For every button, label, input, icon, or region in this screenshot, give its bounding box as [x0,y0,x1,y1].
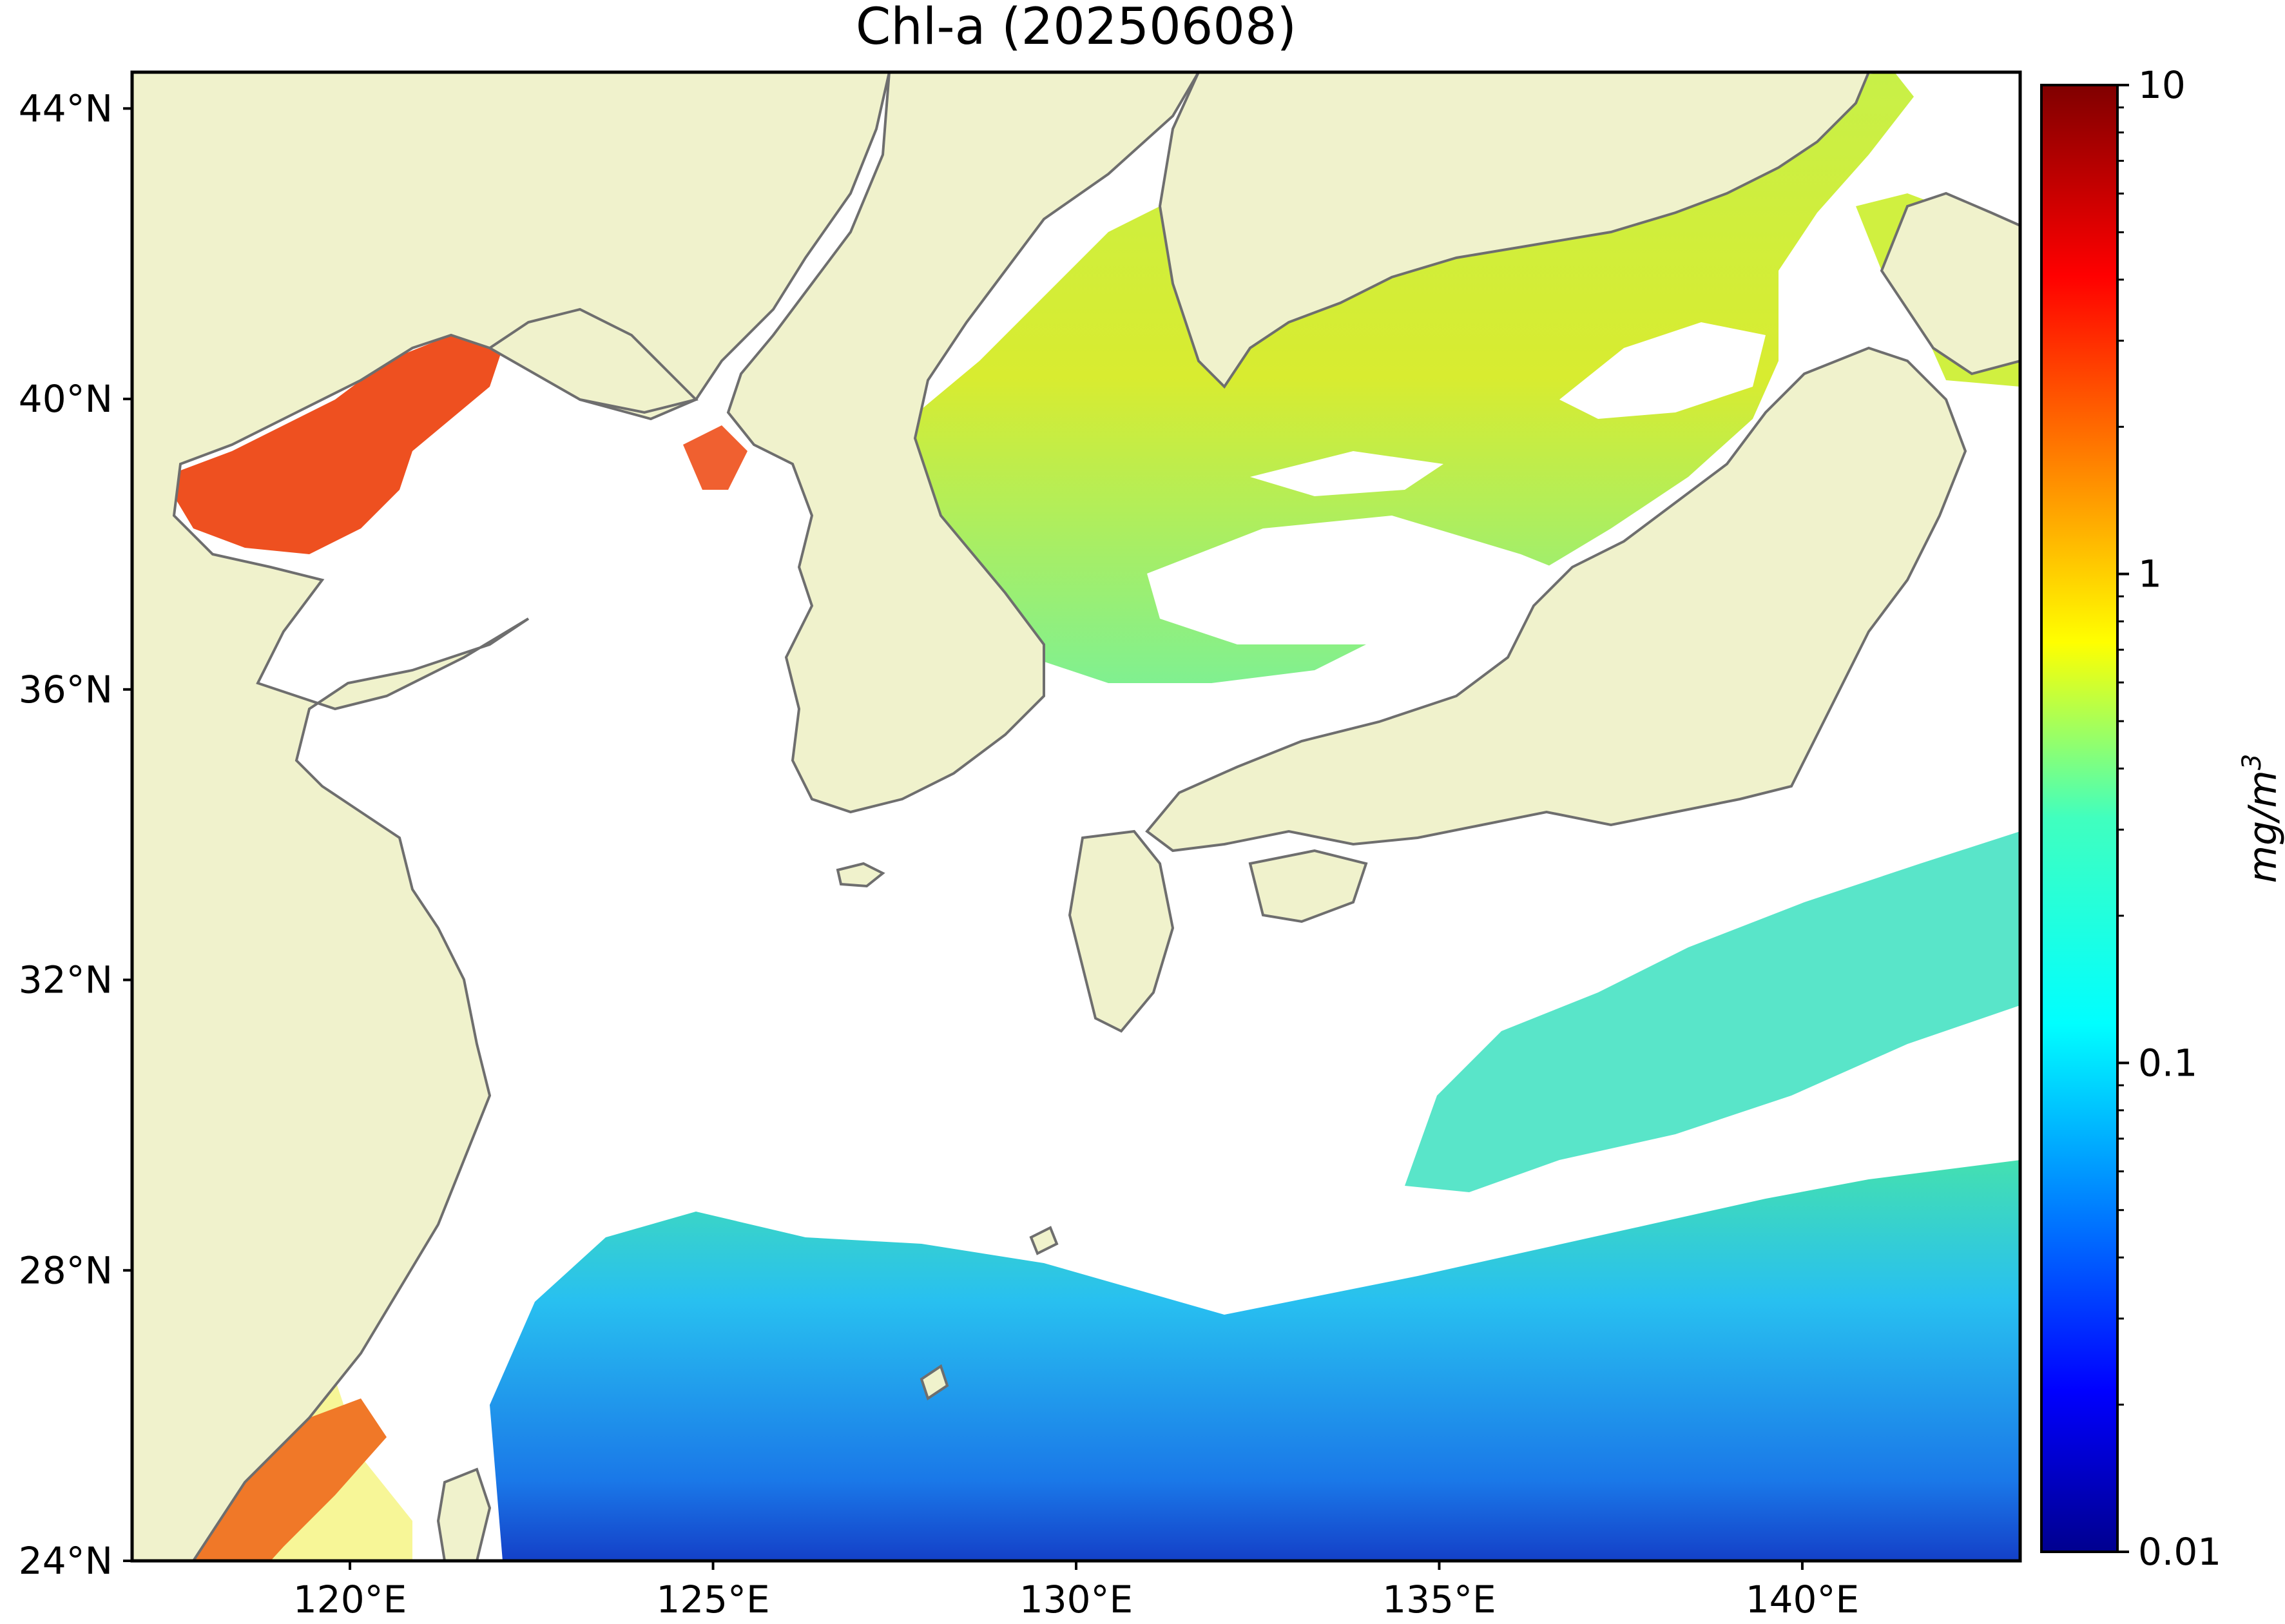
colorbar-label: 0.01 [2138,1530,2221,1574]
sea-of-japan-cloud-gap [1250,451,1443,496]
longitude-label: 130°E [1019,1578,1133,1621]
longitude-label: 135°E [1382,1578,1496,1621]
latitude-label: 44°N [19,86,113,130]
longitude-axis: 120°E 125°E 130°E 135°E 140°E [293,1561,1859,1621]
kyushu [1068,829,1175,1033]
longitude-label: 120°E [293,1578,407,1621]
colorbar-label: 10 [2138,63,2186,107]
colorbar-label: 0.1 [2138,1041,2197,1085]
amami-island [1029,1226,1059,1255]
land [132,72,2020,1561]
sea-of-japan-cloud-gap [1147,516,1585,644]
taiwan-strait-chlorophyll [193,1398,387,1561]
jeju-island [836,862,885,888]
latitude-label: 32°N [19,958,113,1002]
colorbar-unit-label: mg/m3 [2237,754,2285,884]
map-title: Chl-a (20250608) [856,0,1297,56]
latitude-label: 28°N [19,1248,113,1292]
latitude-label: 24°N [19,1539,113,1583]
colorbar-ticks: 10 1 0.1 0.01 [2117,63,2221,1574]
colorbar: 10 1 0.1 0.01 mg/m3 [2040,63,2285,1574]
longitude-label: 125°E [656,1578,769,1621]
okinawa-island [920,1364,949,1401]
latitude-label: 36°N [19,668,113,711]
map-area [132,72,2020,1561]
sea-of-japan-chlorophyll [902,72,1914,683]
bohai-sea-chlorophyll [174,335,503,554]
honshu [1145,346,1967,853]
shikoku [1248,849,1368,923]
southern-ocean-chlorophyll [490,1160,2020,1561]
colorbar-label: 1 [2138,552,2162,596]
china-mainland [132,72,891,1561]
taiwan [436,1467,492,1561]
colorbar-gradient [2040,84,2119,1553]
russia-far-east [1158,72,1871,389]
southern-ocean-chlorophyll-band [1405,831,2020,1192]
liaodong-peninsula [487,307,699,414]
latitude-label: 40°N [19,377,113,421]
sea-of-japan-cloud-gap [1559,322,1766,419]
longitude-label: 140°E [1746,1578,1859,1621]
latitude-axis: 44°N 40°N 36°N 32°N 28°N 24°N [19,86,132,1583]
hokkaido [1880,191,2020,376]
korea-west-coast-chlorophyll [683,425,747,490]
korean-peninsula [726,72,1200,814]
